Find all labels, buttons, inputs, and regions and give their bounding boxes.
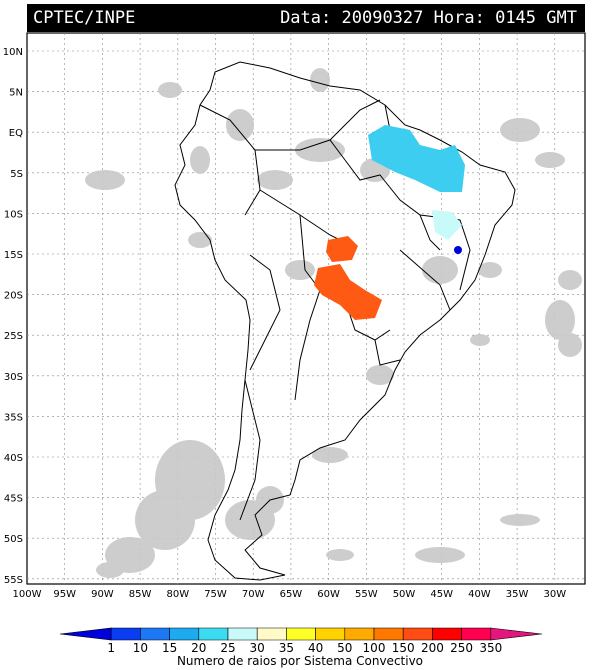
legend-values: 1 10 15 20 25 30 35 40 50 100 150 200 250 350 xyxy=(107,641,502,655)
legend-swatch xyxy=(256,627,287,641)
convective-systems xyxy=(314,125,465,320)
longitude-label: 30W xyxy=(543,589,566,600)
hour-label-text: Hora: xyxy=(433,8,485,28)
legend-swatch xyxy=(315,627,346,641)
legend-swatch xyxy=(110,627,141,641)
longitude-label: 90W xyxy=(91,589,114,600)
legend-swatch xyxy=(373,627,404,641)
longitude-label: 50W xyxy=(393,589,416,600)
longitude-label: 95W xyxy=(53,589,76,600)
color-legend xyxy=(59,627,543,641)
latitude-label: 35S xyxy=(4,412,23,423)
latitude-label: 5N xyxy=(9,88,23,99)
legend-swatch xyxy=(59,627,112,641)
datetime-label: Data: 20090327 Hora: 0145 GMT xyxy=(280,8,577,28)
latitude-label: 50S xyxy=(4,534,23,545)
latitude-label: 10N xyxy=(3,47,23,58)
longitude-label: 45W xyxy=(430,589,453,600)
legend-swatch xyxy=(169,627,200,641)
latitude-labels: 10N 5N EQ 5S 10S 15S 20S 25S 30S 35S 40S 45S 50S 55S xyxy=(3,47,23,586)
longitude-label: 60W xyxy=(317,589,340,600)
timezone-value: GMT xyxy=(546,8,577,28)
latitude-label: 25S xyxy=(4,331,23,342)
latitude-label: 20S xyxy=(4,291,23,302)
legend-value: 25 xyxy=(220,641,235,655)
latitude-label: 45S xyxy=(4,494,23,505)
system-lightcyan xyxy=(432,210,462,240)
date-value: 20090327 xyxy=(341,8,424,28)
longitude-label: 85W xyxy=(129,589,152,600)
legend-value: 35 xyxy=(279,641,294,655)
legend-swatch xyxy=(402,627,433,641)
system-orange-north xyxy=(326,236,358,262)
legend-swatch xyxy=(198,627,229,641)
date-label-text: Data: xyxy=(280,8,332,28)
legend-value: 20 xyxy=(191,641,206,655)
longitude-label: 55W xyxy=(355,589,378,600)
legend-value: 30 xyxy=(250,641,265,655)
legend-value: 50 xyxy=(337,641,352,655)
map-header: CPTEC/INPE Data: 20090327 Hora: 0145 GMT xyxy=(27,4,585,32)
legend-value: 350 xyxy=(479,641,502,655)
source-label: CPTEC/INPE xyxy=(33,8,136,28)
system-orange-south xyxy=(314,264,382,320)
legend-swatch xyxy=(286,627,316,641)
grid-lines xyxy=(27,33,585,584)
legend-value: 15 xyxy=(162,641,177,655)
latitude-label: 30S xyxy=(4,372,23,383)
legend-value: 150 xyxy=(392,641,415,655)
legend-swatch xyxy=(140,627,170,641)
longitude-label: 35W xyxy=(506,589,529,600)
legend-swatch xyxy=(227,627,258,641)
legend-swatch xyxy=(461,627,492,641)
longitude-label: 80W xyxy=(166,589,189,600)
longitude-label: 75W xyxy=(204,589,227,600)
legend-value: 10 xyxy=(133,641,148,655)
longitude-labels: 100W 95W 90W 85W 80W 75W 70W 65W 60W 55W 50W 45W 40W… xyxy=(13,589,567,600)
system-cyan-north xyxy=(368,125,465,192)
longitude-label: 100W xyxy=(13,589,42,600)
legend-value: 40 xyxy=(308,641,323,655)
legend-swatch xyxy=(490,627,543,641)
latitude-label: 40S xyxy=(4,453,23,464)
longitude-label: 40W xyxy=(468,589,491,600)
legend-value: 250 xyxy=(450,641,473,655)
latitude-label: 55S xyxy=(4,575,23,586)
longitude-label: 70W xyxy=(242,589,265,600)
latitude-label: 15S xyxy=(4,250,23,261)
legend-swatch xyxy=(432,627,462,641)
map-frame xyxy=(26,32,586,585)
legend-title: Numero de raios por Sistema Convectivo xyxy=(176,654,424,668)
cloud-cover xyxy=(85,68,582,578)
latitude-label: 5S xyxy=(10,169,23,180)
system-blue xyxy=(454,246,462,254)
legend-value: 100 xyxy=(363,641,386,655)
time-value: 0145 xyxy=(495,8,537,28)
legend-value: 1 xyxy=(107,641,115,655)
latitude-label: 10S xyxy=(4,209,23,220)
legend-swatch xyxy=(344,627,375,641)
latitude-label: EQ xyxy=(9,128,23,139)
legend-value: 200 xyxy=(421,641,444,655)
longitude-label: 65W xyxy=(280,589,303,600)
